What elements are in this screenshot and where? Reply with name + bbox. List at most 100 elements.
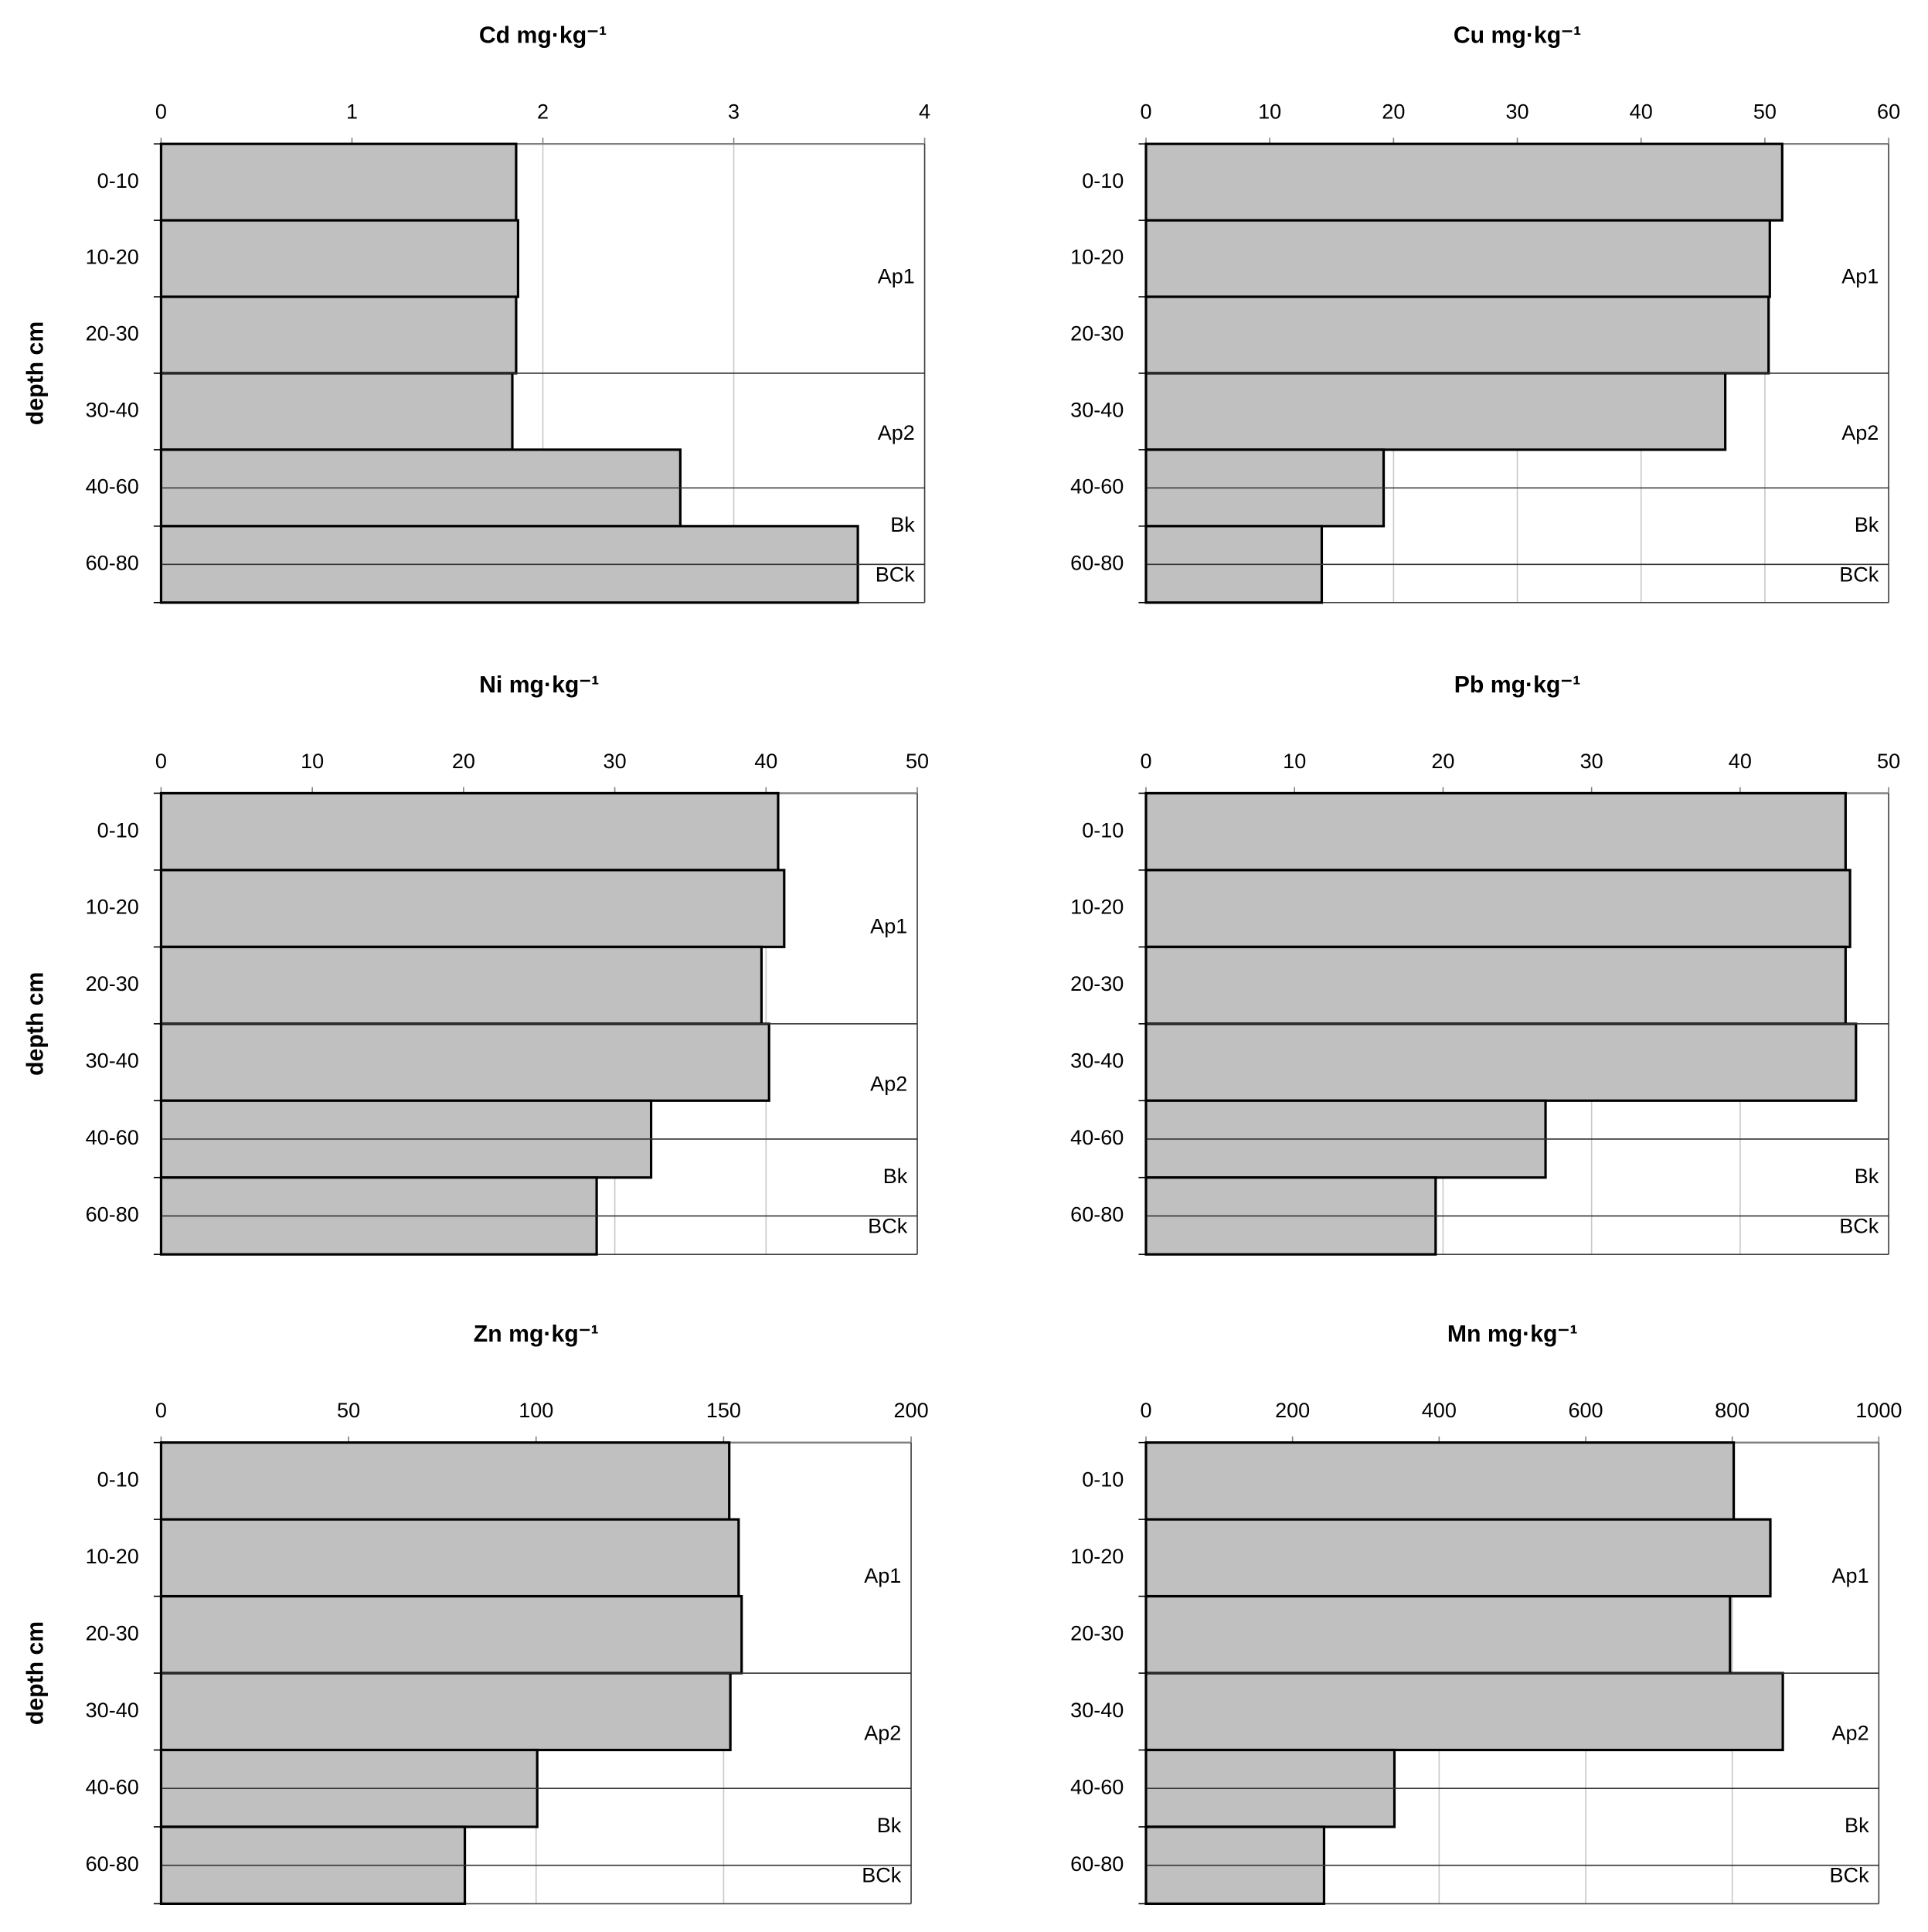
bar	[159, 142, 518, 222]
chart-title: Cu mg·kg⁻¹	[1454, 23, 1581, 49]
x-tick-label: 50	[337, 1399, 360, 1422]
x-tick-label: 0	[155, 100, 167, 124]
x-tick-label: 0	[155, 750, 167, 773]
y-tick-label: 60-80	[1070, 1203, 1124, 1226]
x-tick-label: 40	[1630, 100, 1653, 124]
y-axis-label: depth cm	[23, 1621, 49, 1725]
chart-title: Ni mg·kg⁻¹	[479, 672, 599, 698]
horizon-label: Ap1	[1831, 1564, 1868, 1587]
x-tick-label: 40	[754, 750, 777, 773]
y-tick-label: 30-40	[86, 399, 139, 422]
y-tick-label: 60-80	[86, 1852, 139, 1876]
y-tick-label: 20-30	[1070, 322, 1124, 345]
y-tick-label: 10-20	[86, 896, 139, 919]
horizon-label: Ap2	[1831, 1722, 1868, 1745]
x-tick-label: 50	[1753, 100, 1777, 124]
horizon-label: Bk	[883, 1165, 908, 1188]
x-tick-label: 30	[1505, 100, 1528, 124]
y-tick-label: 10-20	[1070, 1545, 1124, 1568]
horizon-label: Ap2	[1841, 421, 1879, 444]
y-tick-label: 20-30	[1070, 1621, 1124, 1645]
y-tick-label: 0-10	[1082, 1468, 1124, 1492]
horizon-label: Ap1	[1841, 264, 1879, 287]
x-tick-label: 30	[1580, 750, 1603, 773]
x-tick-label: 0	[1140, 750, 1151, 773]
x-tick-label: 100	[519, 1399, 553, 1422]
horizon-label: Bk	[890, 513, 915, 536]
y-tick-label: 20-30	[86, 322, 139, 345]
x-tick-label: 4	[919, 100, 930, 124]
bar	[1144, 945, 1847, 1026]
horizon-label: BCk	[1839, 1214, 1879, 1237]
horizon-label: Ap2	[870, 1073, 907, 1096]
x-tick-label: 600	[1568, 1399, 1603, 1422]
bar	[159, 869, 786, 948]
y-tick-label: 30-40	[1070, 399, 1124, 422]
x-tick-label: 30	[604, 750, 627, 773]
chart-title: Zn mg·kg⁻¹	[474, 1321, 599, 1347]
y-tick-label: 20-30	[1070, 972, 1124, 995]
y-tick-label: 20-30	[86, 972, 139, 995]
bar	[1144, 1441, 1736, 1521]
bar	[159, 295, 518, 375]
y-tick-label: 30-40	[1070, 1049, 1124, 1073]
y-tick-label: 10-20	[1070, 246, 1124, 269]
y-tick-label: 0-10	[97, 1468, 139, 1492]
horizon-label: Ap1	[878, 264, 915, 287]
x-tick-label: 10	[1283, 750, 1306, 773]
x-tick-label: 0	[155, 1399, 167, 1422]
x-tick-label: 60	[1877, 100, 1900, 124]
horizon-label: Bk	[1845, 1814, 1869, 1837]
y-tick-label: 40-60	[86, 1775, 139, 1798]
x-tick-label: 50	[1877, 750, 1900, 773]
y-tick-label: 60-80	[86, 551, 139, 574]
x-tick-label: 800	[1715, 1399, 1749, 1422]
x-tick-label: 200	[894, 1399, 929, 1422]
x-tick-label: 0	[1140, 100, 1151, 124]
bar	[159, 372, 514, 451]
x-tick-label: 40	[1729, 750, 1752, 773]
x-tick-label: 1	[346, 100, 358, 124]
x-tick-label: 400	[1422, 1399, 1457, 1422]
y-axis-label: depth cm	[23, 321, 49, 425]
y-tick-label: 40-60	[86, 475, 139, 498]
bar	[1144, 1672, 1784, 1752]
horizon-label: Bk	[1855, 513, 1879, 536]
bar	[159, 791, 780, 872]
y-tick-label: 10-20	[1070, 896, 1124, 919]
y-tick-label: 0-10	[97, 169, 139, 192]
bar	[1144, 1022, 1858, 1102]
horizon-label: BCk	[1830, 1864, 1870, 1887]
y-tick-label: 40-60	[86, 1126, 139, 1149]
x-tick-label: 1000	[1855, 1399, 1902, 1422]
x-tick-label: 2	[537, 100, 549, 124]
bar	[159, 945, 763, 1026]
y-tick-label: 30-40	[1070, 1699, 1124, 1722]
y-tick-label: 30-40	[86, 1049, 139, 1073]
y-tick-label: 0-10	[1082, 169, 1124, 192]
x-tick-label: 0	[1140, 1399, 1151, 1422]
x-tick-label: 200	[1275, 1399, 1310, 1422]
bar	[1144, 1518, 1772, 1598]
y-tick-label: 60-80	[86, 1203, 139, 1226]
horizon-label: BCk	[862, 1864, 902, 1887]
horizon-label: Ap2	[878, 421, 915, 444]
x-tick-label: 10	[301, 750, 324, 773]
x-tick-label: 150	[706, 1399, 741, 1422]
chart-title: Cd mg·kg⁻¹	[479, 23, 607, 49]
bar	[1144, 791, 1847, 872]
x-tick-label: 50	[906, 750, 929, 773]
bar	[159, 1594, 743, 1675]
bar	[1144, 869, 1851, 948]
bar	[159, 1022, 770, 1102]
horizon-label: Ap2	[864, 1722, 901, 1745]
horizon-label: Ap1	[864, 1564, 901, 1587]
bar	[1144, 1594, 1732, 1675]
y-axis-label: depth cm	[23, 972, 49, 1076]
bar	[1144, 295, 1770, 375]
y-tick-label: 20-30	[86, 1621, 139, 1645]
chart-title: Mn mg·kg⁻¹	[1447, 1321, 1578, 1347]
horizon-label: Bk	[877, 1814, 902, 1837]
horizon-label: BCk	[868, 1214, 908, 1237]
